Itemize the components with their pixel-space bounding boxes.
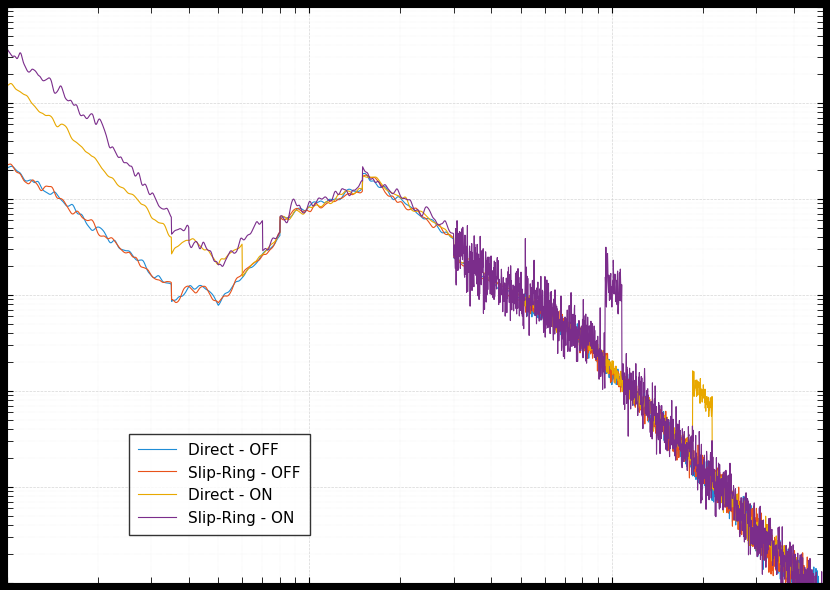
Line: Slip-Ring - ON: Slip-Ring - ON	[7, 49, 823, 590]
Slip-Ring - OFF	[350, 189, 360, 196]
Slip-Ring - ON	[95, 116, 105, 123]
Direct - ON	[144, 208, 154, 215]
Slip-Ring - OFF	[95, 232, 105, 240]
Slip-Ring - ON	[144, 189, 154, 196]
Direct - ON	[715, 486, 725, 493]
Slip-Ring - OFF	[315, 204, 325, 211]
Direct - OFF	[315, 198, 325, 205]
Slip-Ring - ON	[714, 499, 724, 506]
Direct - OFF	[144, 269, 154, 276]
Direct - ON	[6, 80, 16, 87]
Direct - ON	[2, 81, 12, 88]
Direct - ON	[95, 163, 105, 170]
Line: Direct - OFF: Direct - OFF	[7, 166, 823, 590]
Direct - ON	[315, 203, 325, 210]
Direct - OFF	[350, 188, 360, 195]
Direct - OFF	[7, 163, 17, 170]
Line: Slip-Ring - OFF: Slip-Ring - OFF	[7, 164, 823, 590]
Slip-Ring - ON	[350, 186, 360, 194]
Direct - ON	[803, 575, 813, 582]
Slip-Ring - OFF	[803, 553, 813, 560]
Line: Direct - ON: Direct - ON	[7, 84, 823, 590]
Legend: Direct - OFF, Slip-Ring - OFF, Direct - ON, Slip-Ring - ON: Direct - OFF, Slip-Ring - OFF, Direct - …	[129, 434, 310, 535]
Direct - ON	[350, 189, 360, 196]
Slip-Ring - OFF	[715, 493, 725, 500]
Direct - OFF	[715, 468, 725, 475]
Slip-Ring - OFF	[2, 161, 12, 168]
Slip-Ring - OFF	[144, 267, 154, 274]
Slip-Ring - ON	[2, 45, 12, 53]
Direct - OFF	[2, 164, 12, 171]
Slip-Ring - ON	[315, 195, 325, 202]
Direct - OFF	[95, 224, 105, 231]
Slip-Ring - OFF	[5, 160, 15, 168]
